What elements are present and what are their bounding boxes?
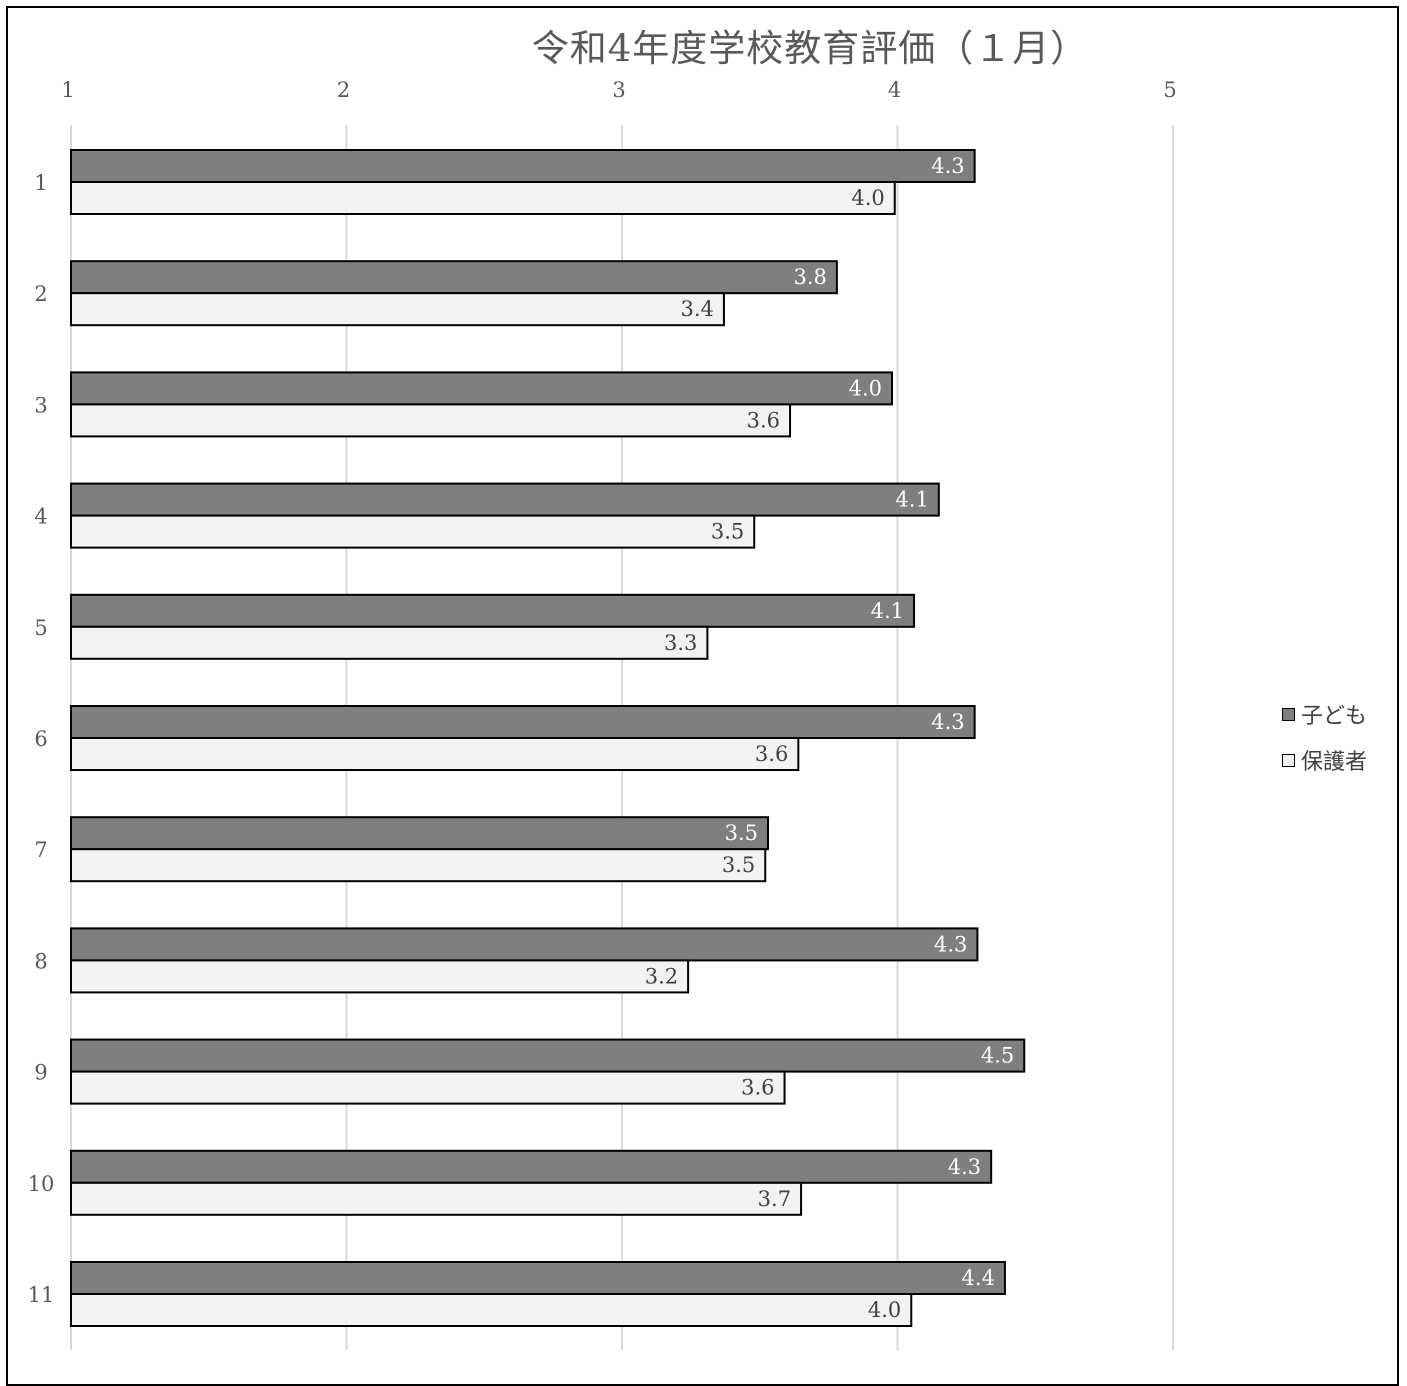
data-label: 4.3 <box>931 154 964 178</box>
legend-label-children: 子ども <box>1301 704 1368 729</box>
legend-swatch-parents <box>1282 753 1295 767</box>
category-label: 9 <box>34 1061 47 1085</box>
data-label: 3.8 <box>793 265 826 289</box>
x-tick-label: 5 <box>1163 78 1176 102</box>
chart-title: 令和4年度学校教育評価（１月） <box>531 27 1089 70</box>
data-label: 3.5 <box>711 520 744 544</box>
bar-parents <box>70 181 896 215</box>
bar-children <box>70 593 916 628</box>
data-label: 4.3 <box>931 710 964 734</box>
data-label: 4.1 <box>871 599 904 623</box>
legend-swatch-children <box>1282 707 1295 721</box>
category-label: 5 <box>34 616 47 640</box>
data-label: 3.2 <box>645 964 678 988</box>
bar-parents <box>70 848 767 883</box>
category-label: 2 <box>34 282 47 306</box>
x-tick-label: 4 <box>888 78 901 102</box>
data-label: 3.5 <box>725 821 758 845</box>
bar-children <box>70 816 770 851</box>
x-tick-label: 3 <box>612 78 625 102</box>
data-label: 3.6 <box>747 408 780 432</box>
category-label: 7 <box>34 838 47 862</box>
category-label: 6 <box>34 727 47 751</box>
bar-children <box>70 371 893 406</box>
x-tick-label: 1 <box>61 78 74 102</box>
data-label: 3.6 <box>755 742 788 766</box>
data-label: 4.3 <box>948 1155 981 1179</box>
category-label: 11 <box>28 1283 55 1307</box>
data-label: 4.0 <box>849 376 882 400</box>
bar-children <box>70 705 976 739</box>
data-label: 3.3 <box>664 631 697 655</box>
bar-parents <box>70 625 709 660</box>
bar-children <box>70 482 940 517</box>
data-label: 4.4 <box>962 1266 995 1290</box>
category-label: 8 <box>34 949 47 973</box>
category-label: 1 <box>34 171 47 195</box>
bar-parents <box>70 1070 786 1105</box>
bar-children <box>70 260 838 295</box>
bar-parents <box>70 292 725 327</box>
bar-children <box>70 1038 1026 1073</box>
data-label: 4.0 <box>851 186 884 210</box>
legend-item-children: 子ども <box>1282 698 1367 730</box>
bar-children <box>70 1261 1006 1295</box>
bar-parents <box>70 1293 913 1327</box>
x-tick-label: 2 <box>337 78 350 102</box>
bar-children <box>70 149 976 183</box>
category-label: 3 <box>34 393 47 417</box>
bar-parents <box>70 1181 803 1216</box>
bar-children <box>70 1149 993 1184</box>
category-label: 4 <box>34 505 47 529</box>
data-label: 4.5 <box>981 1044 1014 1068</box>
data-label: 4.3 <box>934 932 967 956</box>
data-label: 4.1 <box>895 488 928 512</box>
data-label: 4.0 <box>868 1298 901 1322</box>
legend-label-parents: 保護者 <box>1301 750 1368 775</box>
bar-parents <box>70 403 792 438</box>
category-label: 10 <box>28 1172 55 1196</box>
data-label: 3.4 <box>681 297 714 321</box>
legend-item-parents: 保護者 <box>1282 744 1367 776</box>
bar-parents <box>70 959 690 994</box>
data-label: 3.6 <box>741 1076 774 1100</box>
data-label: 3.5 <box>722 853 755 877</box>
bar-children <box>70 927 979 962</box>
data-label: 3.7 <box>758 1187 791 1211</box>
bar-parents <box>70 514 756 549</box>
bar-parents <box>70 737 800 771</box>
